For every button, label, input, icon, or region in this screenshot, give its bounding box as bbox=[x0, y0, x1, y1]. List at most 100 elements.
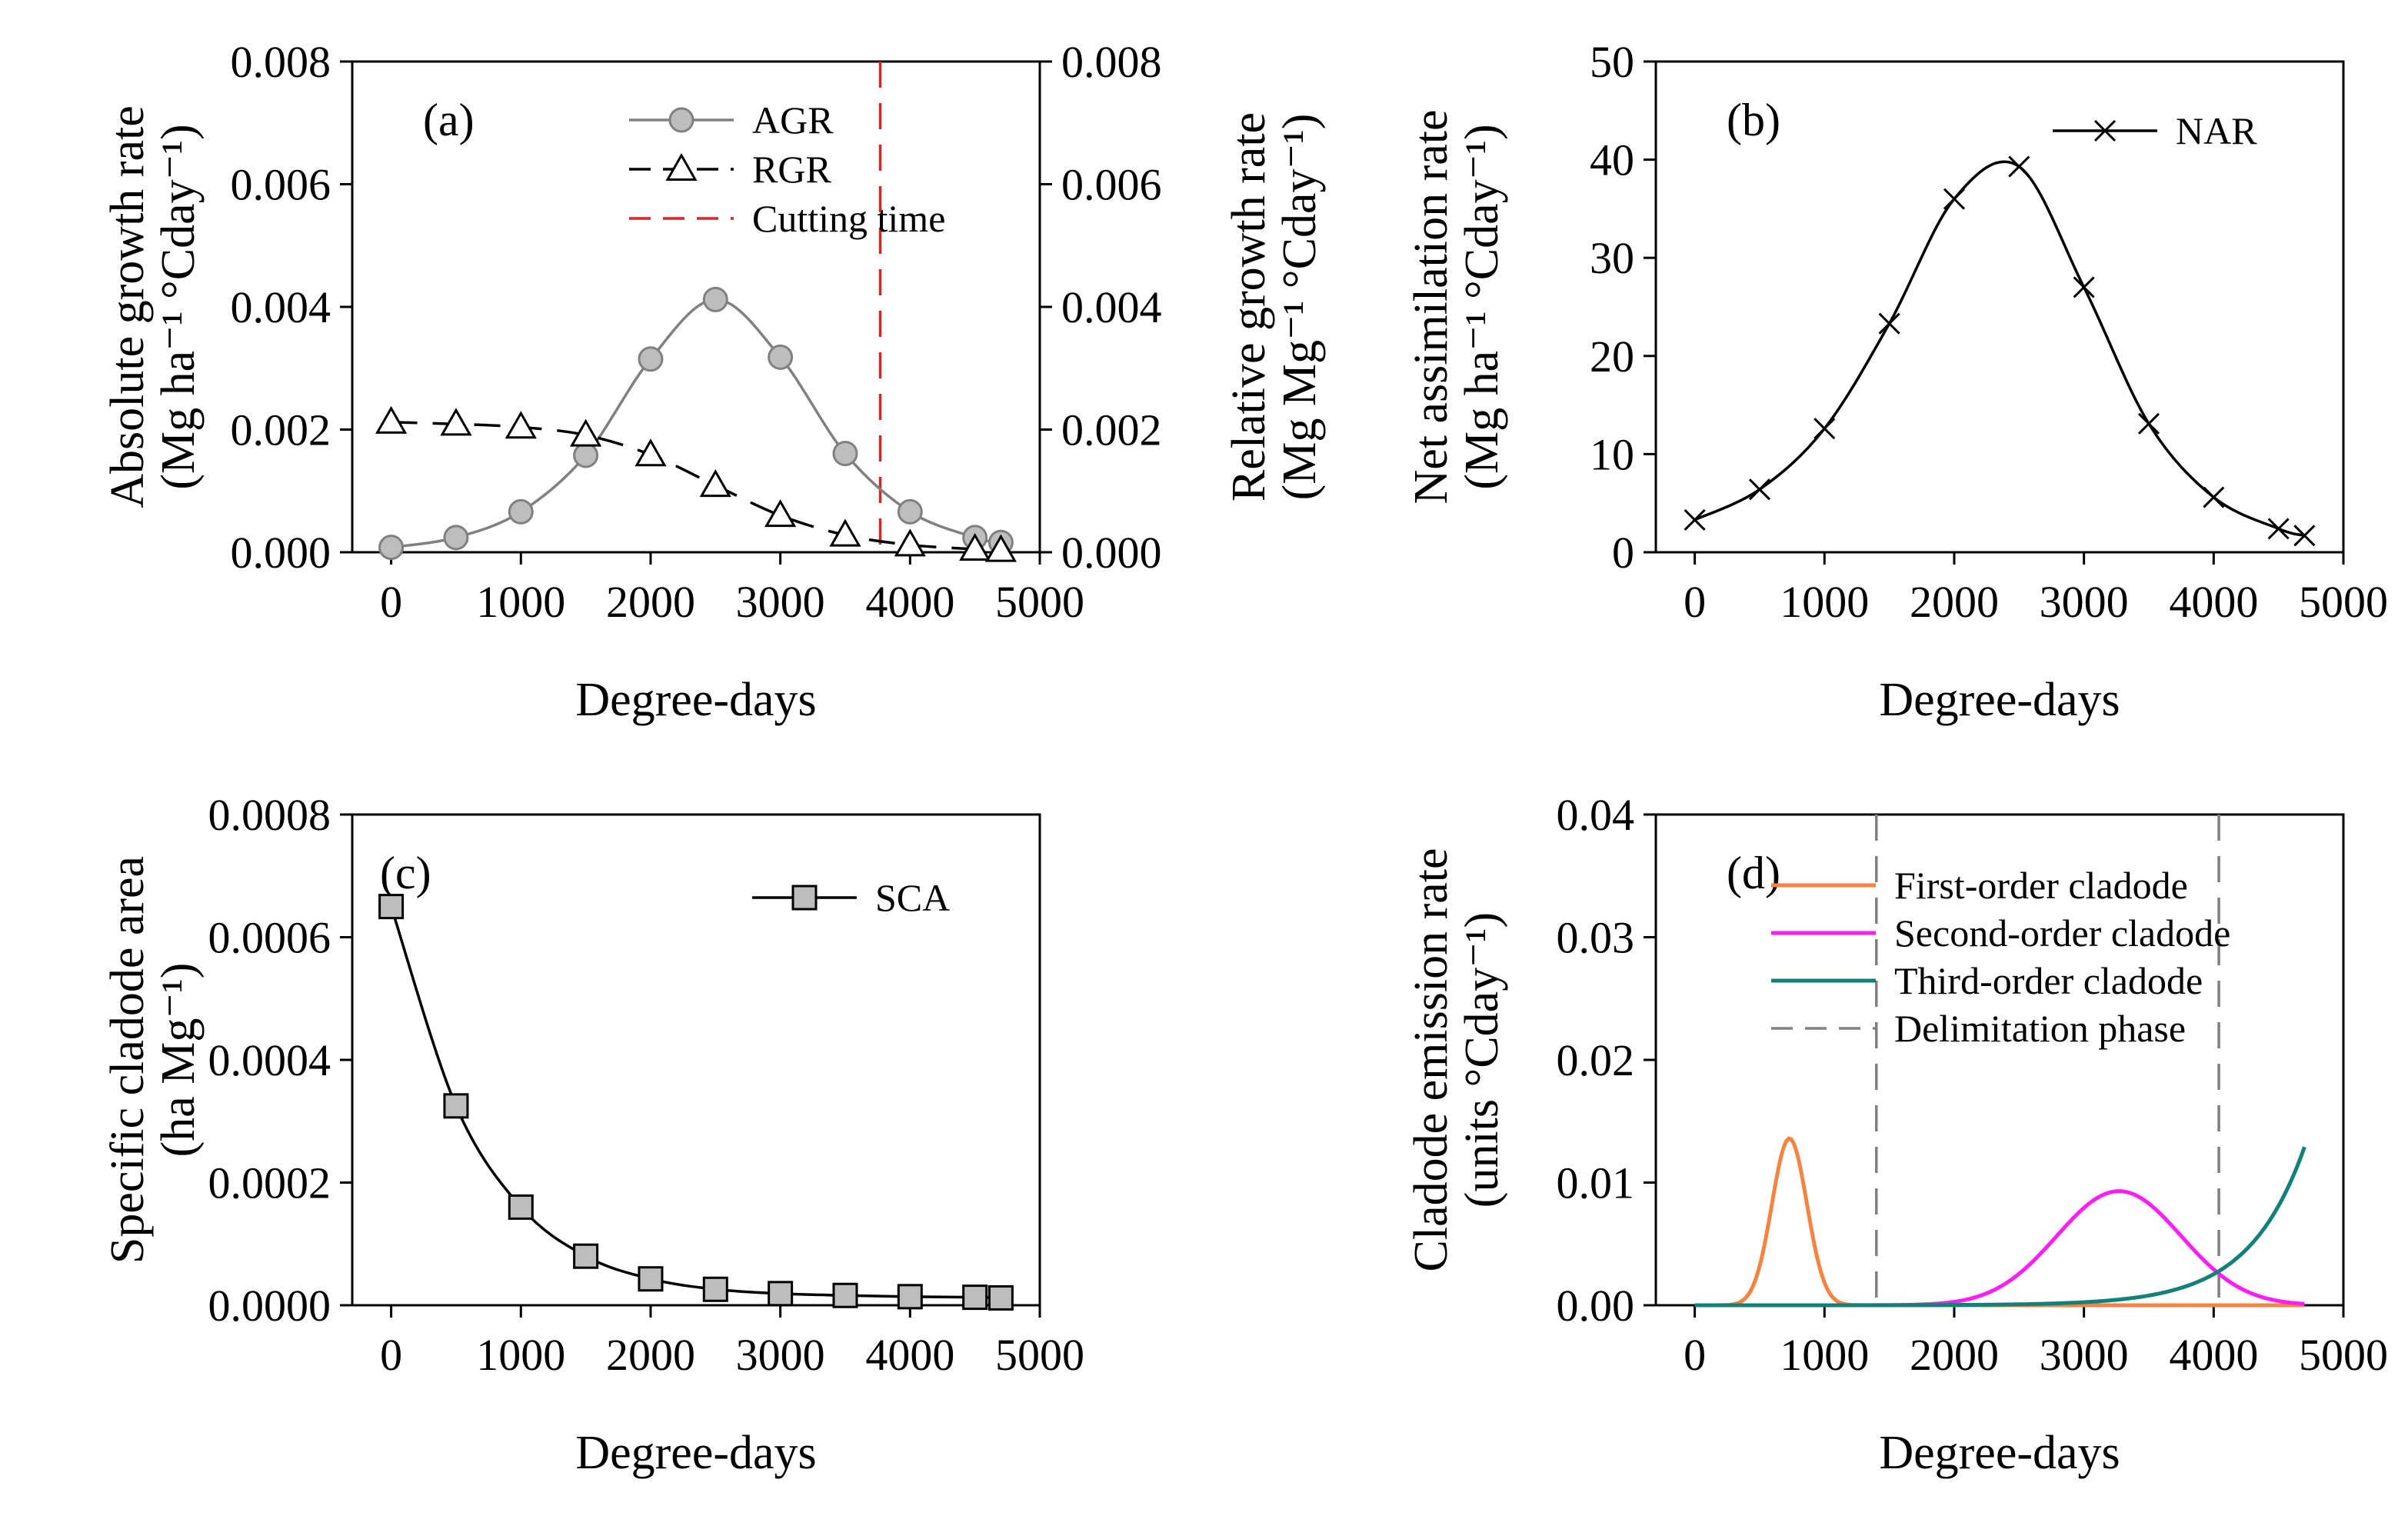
legend-entry-nar: NAR bbox=[2053, 109, 2257, 152]
y-tick-label: 0.000 bbox=[231, 528, 331, 578]
y-axis-title: Specific cladode area bbox=[102, 856, 154, 1264]
legend-label: Second-order cladode bbox=[1894, 911, 2230, 955]
y-tick-label: 0.008 bbox=[231, 37, 331, 87]
y-tick-label: 0.03 bbox=[1557, 913, 1635, 963]
y-tick-label: 0.00 bbox=[1557, 1281, 1635, 1331]
series-nar-point bbox=[1748, 478, 1771, 501]
x-tick-label: 1000 bbox=[476, 577, 565, 627]
legend-label: NAR bbox=[2176, 109, 2257, 152]
y-axis-title: Net assimilation rate bbox=[1405, 109, 1457, 504]
series-third-order-cladode-line bbox=[1694, 1146, 2306, 1308]
x-axis-title: Degree-days bbox=[1879, 1427, 2120, 1479]
series-agr-point bbox=[638, 346, 664, 372]
y-tick-label: 0.04 bbox=[1557, 790, 1635, 840]
series-sca-point bbox=[768, 1281, 794, 1307]
y-axis-units: (Mg ha⁻¹ °Cday⁻¹) bbox=[1456, 124, 1508, 489]
series-sca-point bbox=[638, 1266, 664, 1292]
legend-entry-second-order-cladode: Second-order cladode bbox=[1771, 911, 2230, 955]
y-tick-label: 10 bbox=[1590, 429, 1634, 479]
x-tick-label: 1000 bbox=[1780, 577, 1869, 627]
x-tick-label: 0 bbox=[380, 577, 402, 627]
x-axis-title: Degree-days bbox=[575, 1427, 816, 1479]
y-tick-label: 30 bbox=[1590, 233, 1634, 283]
series-agr-point bbox=[897, 498, 923, 525]
series-sca-point bbox=[378, 894, 405, 920]
series-sca-point bbox=[508, 1194, 534, 1220]
x-tick-label: 0 bbox=[380, 1330, 402, 1380]
y2-tick-label: 0.006 bbox=[1061, 160, 1162, 210]
legend: AGR RGR Cutting time bbox=[629, 98, 945, 240]
series-agr-point bbox=[702, 286, 728, 312]
legend-label: Delimitation phase bbox=[1894, 1007, 2186, 1050]
y-tick-label: 0.01 bbox=[1557, 1158, 1635, 1208]
series-nar-point bbox=[1943, 188, 1966, 210]
x-tick-label: 4000 bbox=[2169, 577, 2258, 627]
y-axis-units: (Mg ha⁻¹ °Cday⁻¹) bbox=[152, 124, 205, 489]
y-tick-label: 0.0000 bbox=[208, 1281, 331, 1331]
legend-entry-cutting-time: Cutting time bbox=[629, 197, 945, 240]
y-tick-label: 0 bbox=[1612, 528, 1634, 578]
series-nar-point bbox=[1813, 418, 1836, 440]
legend-label: Third-order cladode bbox=[1894, 959, 2203, 1002]
legend-entry-third-order-cladode: Third-order cladode bbox=[1771, 959, 2203, 1002]
series-agr-point bbox=[378, 535, 405, 561]
series-agr-point bbox=[443, 525, 469, 551]
series-nar bbox=[1684, 155, 2316, 547]
series-third-order-cladode bbox=[1694, 1146, 2306, 1308]
series-first-order-cladode-line bbox=[1694, 1136, 2305, 1308]
series-agr-point bbox=[508, 498, 534, 525]
series-sca-line bbox=[389, 906, 1001, 1300]
series-rgr-point bbox=[829, 518, 861, 547]
x-tick-label: 4000 bbox=[865, 577, 954, 627]
y2-tick-label: 0.008 bbox=[1061, 37, 1162, 87]
series-agr-point bbox=[573, 442, 599, 468]
series-rgr-point bbox=[984, 534, 1017, 562]
x-tick-label: 2000 bbox=[1910, 1330, 1999, 1380]
legend-entry-first-order-cladode: First-order cladode bbox=[1771, 864, 2188, 907]
legend-label: First-order cladode bbox=[1894, 864, 2188, 907]
series-rgr-point bbox=[699, 469, 731, 498]
legend-entry-agr: AGR bbox=[629, 98, 834, 142]
legend-entry-rgr: RGR bbox=[629, 148, 831, 191]
series-rgr bbox=[375, 405, 1017, 562]
legend: NAR bbox=[2053, 109, 2257, 152]
x-tick-label: 5000 bbox=[995, 577, 1084, 627]
y-axis-units: (ha Mg⁻¹) bbox=[152, 963, 205, 1158]
series-nar-point bbox=[2293, 525, 2316, 547]
series-first-order-cladode bbox=[1694, 1136, 2305, 1308]
y-tick-label: 50 bbox=[1590, 37, 1634, 87]
series-nar-point bbox=[2008, 155, 2030, 178]
x-tick-label: 3000 bbox=[2040, 577, 2129, 627]
legend-marker bbox=[791, 885, 818, 911]
series-rgr-point bbox=[505, 411, 537, 439]
series-nar-line bbox=[1694, 160, 2305, 538]
panel-label: (c) bbox=[380, 848, 431, 898]
x-tick-label: 5000 bbox=[995, 1330, 1084, 1380]
legend-label: SCA bbox=[875, 876, 950, 919]
series-sca-point bbox=[443, 1093, 469, 1119]
series-agr-point bbox=[768, 344, 794, 370]
series-rgr-point bbox=[959, 532, 991, 561]
x-tick-label: 5000 bbox=[2299, 1330, 2388, 1380]
y2-axis-title: Relative growth rate bbox=[1223, 112, 1275, 501]
x-tick-label: 1000 bbox=[476, 1330, 565, 1380]
series-rgr-point bbox=[570, 418, 602, 447]
y-tick-label: 0.0008 bbox=[208, 790, 331, 840]
panel-b: 0 10 20 30 40 50 0 1000 2000 3000 4000 5000 Degree-d… bbox=[1405, 37, 2388, 726]
y2-axis-units: (Mg Mg⁻¹ °Cday⁻¹) bbox=[1274, 114, 1326, 501]
y-tick-label: 0.006 bbox=[231, 160, 331, 210]
y-tick-label: 0.0002 bbox=[208, 1158, 331, 1208]
series-nar-point bbox=[2267, 518, 2290, 540]
y-tick-label: 40 bbox=[1590, 135, 1634, 185]
y2-tick-label: 0.002 bbox=[1061, 405, 1162, 455]
legend-marker bbox=[2093, 119, 2117, 142]
series-agr-point bbox=[832, 441, 858, 467]
x-tick-label: 2000 bbox=[606, 577, 695, 627]
series-sca bbox=[378, 894, 1014, 1311]
x-tick-label: 3000 bbox=[736, 577, 825, 627]
x-tick-label: 0 bbox=[1684, 1330, 1706, 1380]
legend-entry-delimitation-phase: Delimitation phase bbox=[1771, 1007, 2186, 1050]
series-sca-point bbox=[897, 1284, 923, 1310]
